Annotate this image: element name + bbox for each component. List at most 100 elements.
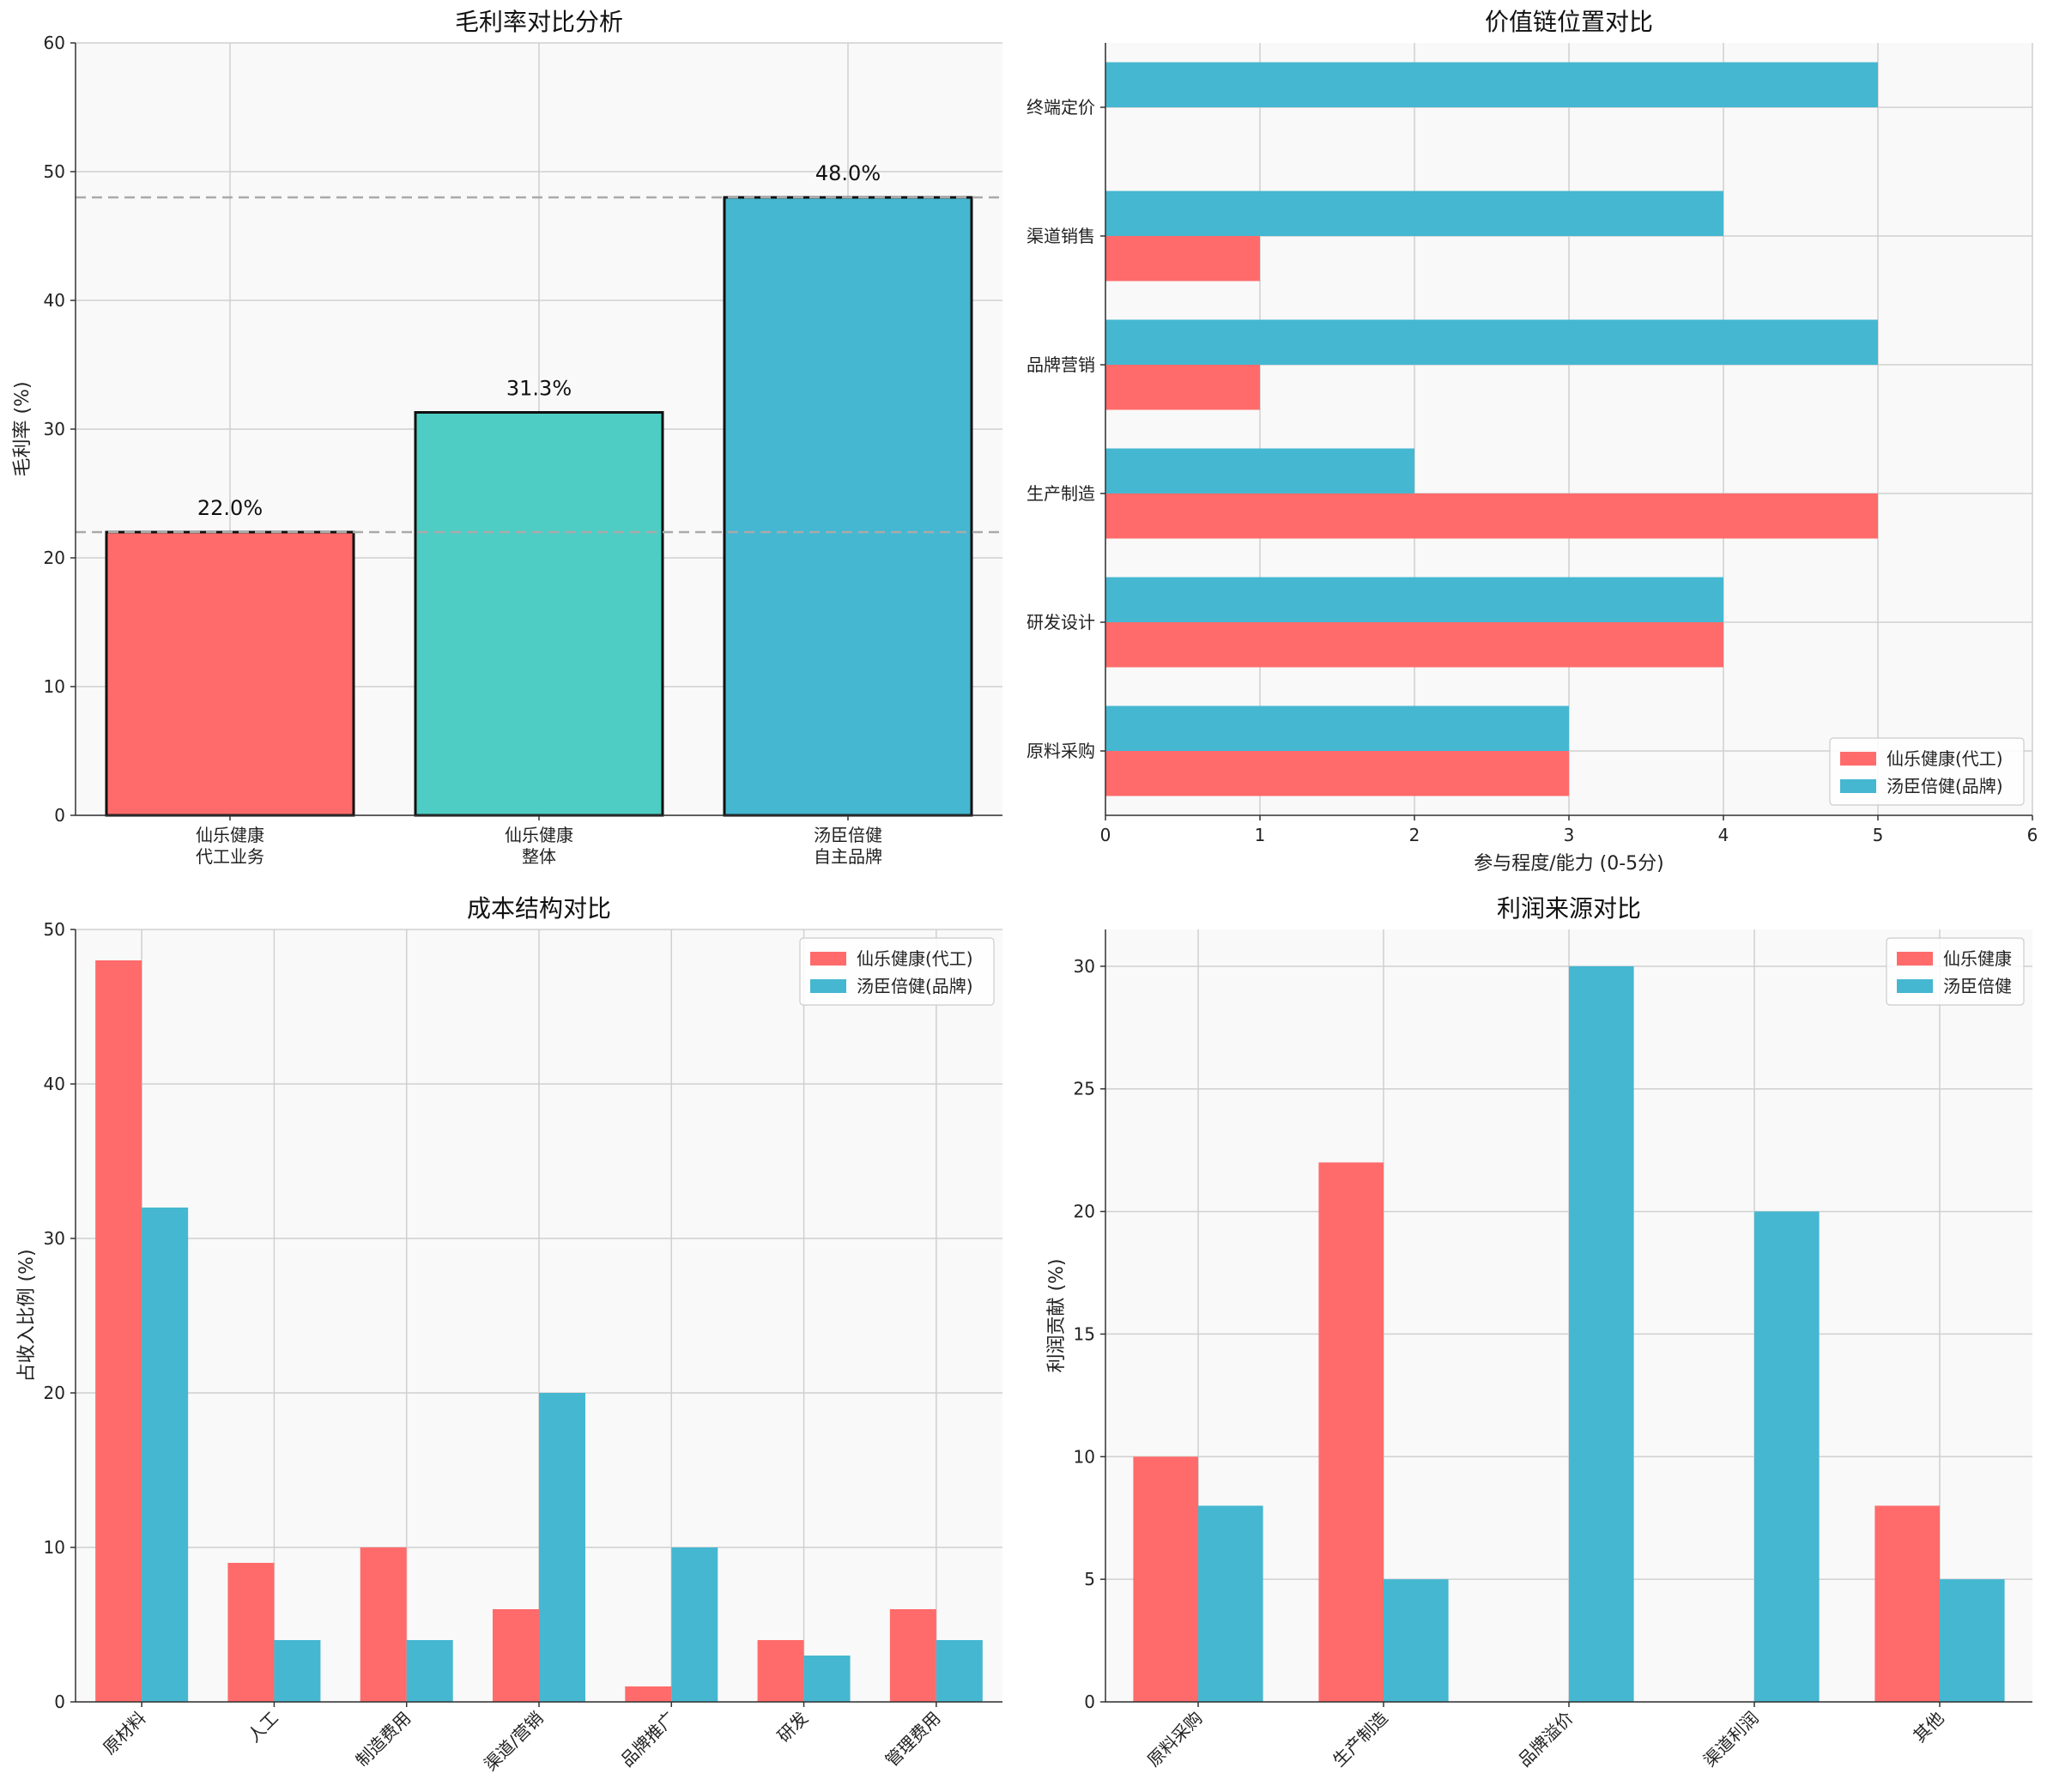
y-tick-label: 品牌营销 xyxy=(1027,354,1095,375)
y-tick-label: 0 xyxy=(54,1692,65,1712)
chart-gross-margin: 0 10 20 30 40 50 60 22.0% 31.3% 48.0% 仙乐健康代工业务 仙乐健康… xyxy=(12,8,1002,867)
y-tick-label: 5 xyxy=(1084,1569,1095,1589)
bar xyxy=(1105,236,1260,282)
bar xyxy=(1105,493,1878,539)
legend-swatch xyxy=(1897,979,1933,993)
x-tick-label: 品牌推广 xyxy=(616,1708,680,1771)
x-tick-label: 研发 xyxy=(773,1708,812,1747)
legend-swatch xyxy=(810,952,846,966)
bar xyxy=(95,960,142,1702)
legend-entry: 仙乐健康 xyxy=(1943,948,2012,969)
x-tick-label: 生产制造 xyxy=(1329,1708,1392,1771)
y-tick-label: 50 xyxy=(44,161,65,182)
y-tick-label: 生产制造 xyxy=(1027,483,1095,504)
bar xyxy=(1105,577,1723,622)
legend-box xyxy=(1829,737,2025,806)
bar xyxy=(1940,1579,2005,1702)
legend-entry: 仙乐健康(代工) xyxy=(1887,748,2003,769)
chart-profit-source: 0 5 10 15 20 25 30 原料采购 生产制造 品牌溢价 渠道利润 其他 利润来源对比利润贡献… xyxy=(1046,894,2032,1771)
bar xyxy=(757,1640,804,1702)
legend-swatch xyxy=(1840,752,1876,766)
x-tick-label: 汤臣倍健自主品牌 xyxy=(814,825,882,867)
y-tick-label: 50 xyxy=(44,919,65,940)
x-tick-label: 人工 xyxy=(244,1708,282,1747)
x-tick-label: 品牌溢价 xyxy=(1514,1708,1578,1771)
x-tick-label: 管理费用 xyxy=(881,1708,945,1771)
x-tick-label: 5 xyxy=(1873,825,1884,845)
bar xyxy=(1105,622,1723,668)
y-tick-label: 30 xyxy=(44,1228,65,1249)
bar xyxy=(493,1609,539,1702)
bar xyxy=(1318,1162,1384,1702)
bar xyxy=(539,1393,585,1702)
chart-title: 成本结构对比 xyxy=(467,894,611,923)
bar xyxy=(1133,1456,1198,1702)
x-tick-label: 制造费用 xyxy=(352,1708,415,1771)
chart-title: 价值链位置对比 xyxy=(1485,8,1653,36)
bar xyxy=(1105,62,1878,107)
y-tick-label: 20 xyxy=(1074,1202,1095,1222)
y-tick-label: 25 xyxy=(1074,1079,1095,1099)
legend-entry: 汤臣倍健 xyxy=(1943,976,2012,996)
x-tick-label: 渠道利润 xyxy=(1699,1708,1763,1771)
y-tick-label: 0 xyxy=(54,805,65,826)
x-tick-label: 6 xyxy=(2027,825,2038,845)
bar xyxy=(227,1563,275,1702)
bar xyxy=(142,1208,189,1702)
bar xyxy=(1874,1505,1940,1702)
x-tick-label: 3 xyxy=(1564,825,1575,845)
y-tick-label: 15 xyxy=(1074,1323,1095,1344)
bar xyxy=(1569,966,1634,1702)
bar xyxy=(105,530,355,817)
legend-swatch xyxy=(1840,779,1876,793)
y-tick-label: 60 xyxy=(44,33,65,53)
data-label: 48.0% xyxy=(815,161,881,185)
bar xyxy=(936,1640,983,1702)
x-tick-label: 渠道/营销 xyxy=(480,1708,547,1775)
x-tick-label: 仙乐健康代工业务 xyxy=(196,825,264,867)
bar xyxy=(406,1640,453,1702)
bar xyxy=(1105,191,1723,236)
y-axis-label: 毛利率 (%) xyxy=(12,381,33,476)
y-tick-label: 40 xyxy=(44,290,65,311)
y-tick-label: 40 xyxy=(44,1074,65,1094)
data-label: 31.3% xyxy=(506,377,572,401)
x-tick-label: 其他 xyxy=(1909,1708,1947,1747)
chart-title: 利润来源对比 xyxy=(1497,894,1641,923)
legend-box xyxy=(799,937,995,1006)
y-tick-label: 30 xyxy=(44,419,65,439)
y-tick-label: 10 xyxy=(1074,1446,1095,1467)
y-tick-label: 0 xyxy=(1084,1692,1095,1712)
y-tick-label: 20 xyxy=(44,1383,65,1403)
legend-entry: 汤臣倍健(品牌) xyxy=(1887,776,2003,796)
chart-title: 毛利率对比分析 xyxy=(455,8,623,36)
chart-cost-structure: 0 10 20 30 40 50 原材料 人工 制造费用 渠道/营销 品牌推广 研发 管理费用 成本结构对… xyxy=(16,894,1002,1775)
legend-swatch xyxy=(810,979,846,993)
bar xyxy=(1384,1579,1449,1702)
y-tick-label: 终端定价 xyxy=(1027,97,1095,118)
bar xyxy=(1105,751,1569,796)
bar xyxy=(889,1609,936,1702)
x-tick-label: 仙乐健康整体 xyxy=(505,825,573,867)
x-tick-label: 原材料 xyxy=(99,1708,149,1759)
y-tick-label: 原料采购 xyxy=(1027,741,1095,761)
bar xyxy=(1105,319,1878,365)
y-axis-label: 利润贡献 (%) xyxy=(1046,1258,1068,1372)
y-tick-label: 30 xyxy=(1074,956,1095,977)
bar xyxy=(360,1547,407,1702)
x-tick-label: 原料采购 xyxy=(1143,1708,1207,1771)
x-tick-label: 4 xyxy=(1718,825,1729,845)
x-tick-label: 2 xyxy=(1409,825,1420,845)
y-axis-label: 占收入比例 (%) xyxy=(16,1249,38,1382)
bar xyxy=(1105,705,1569,751)
y-tick-label: 研发设计 xyxy=(1027,612,1095,633)
legend-entry: 仙乐健康(代工) xyxy=(857,948,973,969)
bar xyxy=(414,411,664,817)
legend-swatch xyxy=(1897,952,1933,966)
bar xyxy=(723,196,973,817)
x-axis-label: 参与程度/能力 (0-5分) xyxy=(1474,853,1664,875)
bar xyxy=(671,1547,718,1702)
